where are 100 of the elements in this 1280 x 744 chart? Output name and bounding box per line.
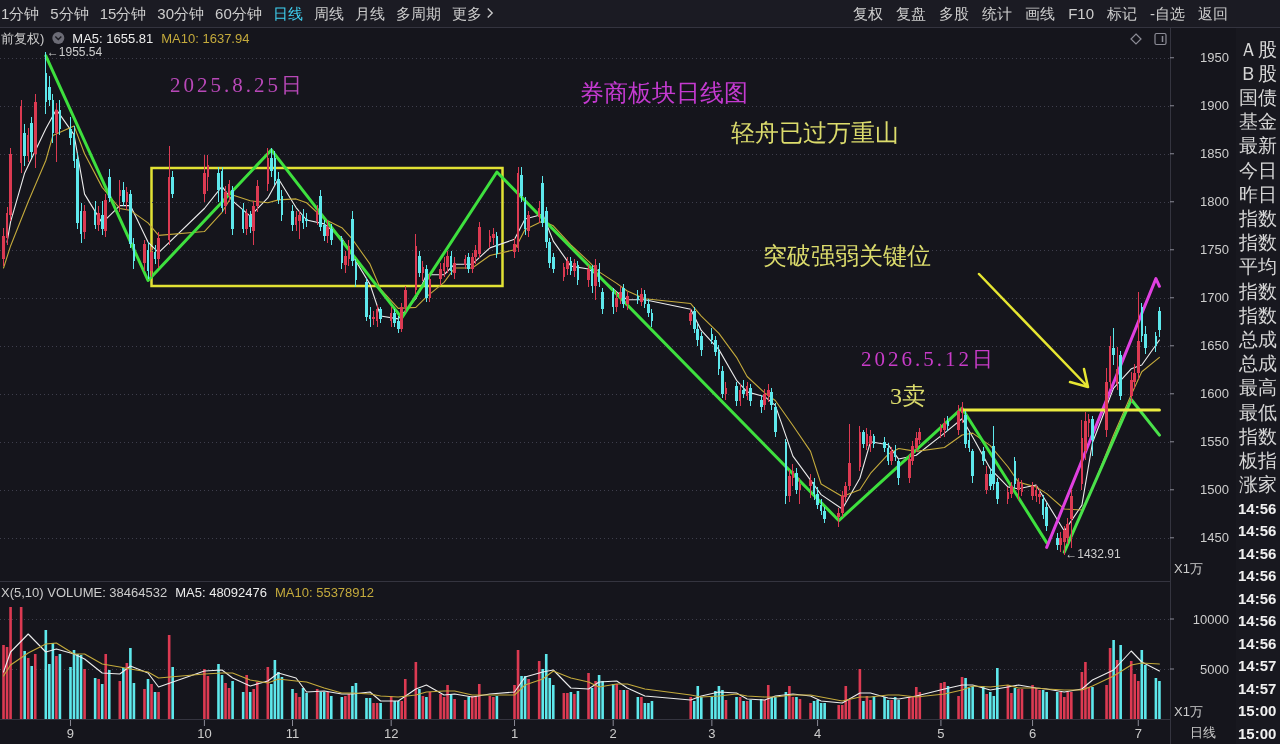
bar: [770, 697, 774, 719]
bar: [224, 683, 227, 719]
text: 返回: [1198, 4, 1228, 22]
bar: [749, 700, 752, 719]
bar: [245, 675, 248, 719]
line-series: [2, 642, 1160, 702]
bar: [97, 679, 100, 719]
bar: [33, 654, 37, 719]
text: 指数: [1238, 232, 1277, 254]
bar: [721, 690, 724, 719]
x-axis-title: 日线: [1190, 724, 1216, 740]
bar: [573, 694, 576, 719]
bar: [1084, 662, 1087, 719]
text: 指数: [1238, 304, 1277, 326]
y-axis-title: X1万: [1174, 703, 1203, 719]
bar: [319, 692, 322, 719]
bar: [566, 693, 569, 719]
bar: [248, 692, 252, 719]
text: F10: [1068, 4, 1095, 22]
text: 标记: [1106, 4, 1137, 22]
text: 总成: [1238, 328, 1277, 350]
bar: [615, 684, 619, 719]
annotation: 2026.5.12日: [861, 347, 996, 371]
bar: [981, 686, 985, 719]
x-tick-label: 7: [1134, 725, 1142, 741]
bar: [396, 701, 400, 719]
text: Ｂ股: [1239, 62, 1277, 84]
text: 14:56: [1238, 499, 1277, 517]
text: 统计: [982, 4, 1013, 22]
bar: [107, 670, 111, 719]
bar: [1119, 645, 1122, 719]
x-tick-label: 6: [1028, 725, 1037, 741]
bar: [203, 669, 206, 719]
bar: [344, 696, 347, 719]
text: 15:00: [1238, 702, 1277, 719]
bar: [291, 689, 294, 719]
bar: [544, 654, 548, 719]
bar: [1091, 687, 1094, 719]
text: 日线: [272, 4, 303, 22]
line-series: [2, 633, 1160, 704]
y-tick-label: 1650: [1200, 338, 1229, 354]
bar: [816, 700, 819, 719]
bar: [298, 697, 301, 719]
text: 14:56: [1238, 634, 1277, 652]
y-tick-label: 1600: [1200, 386, 1229, 402]
text: 最高: [1239, 377, 1277, 399]
bar: [996, 668, 999, 719]
legend-title: X(5,10) VOLUME: 38464532: [1, 584, 168, 600]
bar: [231, 681, 234, 719]
bar: [914, 687, 918, 719]
bar: [640, 697, 643, 719]
y-tick-label: 10000: [1192, 611, 1229, 627]
text: 多股: [939, 4, 970, 22]
text: 板指: [1238, 449, 1277, 471]
text: 周线: [313, 4, 344, 22]
y-tick-label: 5000: [1200, 661, 1229, 677]
bar: [439, 694, 442, 719]
bar: [1066, 692, 1070, 719]
bar: [1017, 689, 1020, 719]
x-tick-label: 3: [708, 725, 716, 741]
text: 最新: [1239, 135, 1277, 157]
x-tick-label: 11: [285, 725, 300, 741]
text: MA10: 1637.94: [161, 30, 250, 46]
bar: [418, 689, 421, 719]
bar: [587, 673, 590, 719]
x-tick-label: 4: [813, 725, 822, 741]
text: 1分钟: [1, 4, 40, 22]
text: 多周期: [395, 4, 441, 22]
bar: [425, 697, 428, 719]
bar: [788, 686, 791, 719]
bar: [255, 682, 259, 719]
text: 复权: [853, 4, 884, 22]
text: 总成: [1238, 353, 1277, 375]
bar: [30, 666, 34, 719]
bar: [1031, 685, 1034, 719]
bar: [477, 684, 481, 719]
x-tick-label: 2: [609, 725, 617, 741]
bar: [100, 684, 104, 719]
bar: [9, 607, 12, 719]
text: 涨家: [1239, 474, 1277, 496]
bar: [696, 686, 700, 719]
annotation: 券商板块日线图: [580, 80, 748, 106]
bar: [23, 651, 26, 719]
bar: [76, 654, 79, 719]
y-tick-label: 1900: [1200, 98, 1229, 114]
bar: [1129, 661, 1133, 719]
bar: [143, 689, 146, 719]
bar: [622, 690, 626, 719]
text: 今日: [1239, 159, 1277, 181]
annotation: ←1432.91: [1065, 547, 1121, 562]
bar: [907, 697, 911, 719]
text: 国债: [1239, 86, 1277, 108]
bar: [55, 656, 58, 719]
bar: [104, 654, 108, 719]
bar: [869, 700, 872, 719]
bar: [759, 699, 763, 719]
bar: [1045, 692, 1048, 719]
text: Ａ股: [1239, 38, 1277, 60]
y-tick-label: 1950: [1200, 50, 1229, 66]
y-tick-label: 1550: [1200, 434, 1229, 450]
